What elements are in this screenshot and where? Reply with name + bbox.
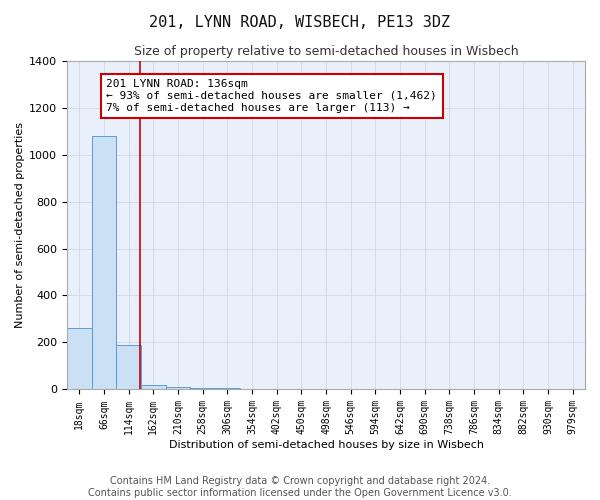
Text: 201, LYNN ROAD, WISBECH, PE13 3DZ: 201, LYNN ROAD, WISBECH, PE13 3DZ xyxy=(149,15,451,30)
Bar xyxy=(116,345,141,390)
Bar xyxy=(239,388,265,390)
Bar xyxy=(215,388,239,390)
Bar xyxy=(289,389,314,390)
Text: Contains HM Land Registry data © Crown copyright and database right 2024.
Contai: Contains HM Land Registry data © Crown c… xyxy=(88,476,512,498)
Bar xyxy=(190,388,215,390)
Y-axis label: Number of semi-detached properties: Number of semi-detached properties xyxy=(15,122,25,328)
Title: Size of property relative to semi-detached houses in Wisbech: Size of property relative to semi-detach… xyxy=(134,45,518,58)
Bar xyxy=(92,136,116,390)
Text: 201 LYNN ROAD: 136sqm
← 93% of semi-detached houses are smaller (1,462)
7% of se: 201 LYNN ROAD: 136sqm ← 93% of semi-deta… xyxy=(106,80,437,112)
Bar xyxy=(166,387,190,390)
Bar xyxy=(141,385,166,390)
Bar xyxy=(67,328,92,390)
X-axis label: Distribution of semi-detached houses by size in Wisbech: Distribution of semi-detached houses by … xyxy=(169,440,484,450)
Bar xyxy=(265,389,289,390)
